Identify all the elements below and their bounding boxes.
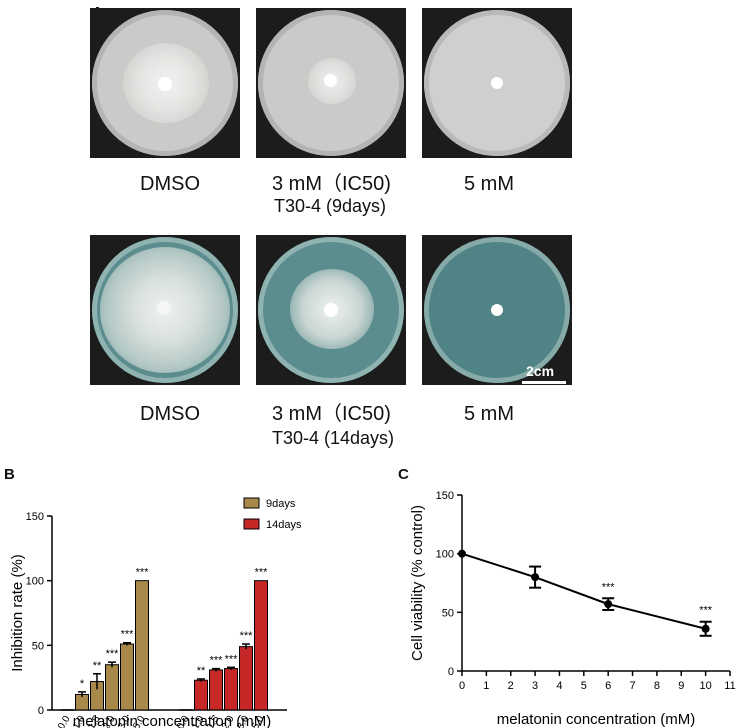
x-tick-label: 0.0 xyxy=(175,714,192,728)
data-point xyxy=(701,624,710,633)
x-tick-label: 2.0 xyxy=(101,714,118,728)
significance-marker: *** xyxy=(240,630,254,642)
inoculum-plug xyxy=(324,74,337,87)
x-axis-title: melatonin concentration (mM) xyxy=(73,713,271,728)
panel-c-letter: C xyxy=(398,466,409,483)
significance-marker: *** xyxy=(136,567,150,579)
bar xyxy=(254,580,268,711)
y-axis-title: Inhibition rate (%) xyxy=(9,554,26,672)
plate-label-5mm: 5 mM xyxy=(464,403,514,425)
bar xyxy=(105,664,119,711)
significance-marker: *** xyxy=(121,629,135,641)
y-tick-label: 50 xyxy=(442,607,454,619)
x-tick-label: 10 xyxy=(700,680,712,692)
x-tick-label: 5.0 xyxy=(131,714,148,728)
x-tick-label: 9 xyxy=(678,680,684,692)
significance-marker: *** xyxy=(255,567,269,579)
legend-swatch xyxy=(243,518,260,530)
x-tick-label: 3.0 xyxy=(116,714,133,728)
significance-marker: *** xyxy=(699,605,713,617)
legend-label: 14days xyxy=(266,519,302,531)
y-tick-label: 50 xyxy=(32,640,44,652)
strain-label-9days: T30-4 (9days) xyxy=(274,196,387,216)
significance-marker: *** xyxy=(210,655,224,667)
x-tick-label: 5.0 xyxy=(250,714,267,728)
plate-label-5mm: 5 mM xyxy=(464,173,514,195)
x-tick-label: 3.0 xyxy=(235,714,252,728)
plate-photo-3mm-9days xyxy=(256,8,406,158)
x-tick-label: 1 xyxy=(483,680,489,692)
plate-photo-dmso-14days xyxy=(90,235,240,385)
inoculum-plug xyxy=(157,301,171,315)
x-tick-label: 1.5 xyxy=(86,714,103,728)
legend-label: 9days xyxy=(266,498,296,510)
plate-photo-5mm-9days xyxy=(422,8,572,158)
y-tick-label: 0 xyxy=(448,666,454,678)
y-tick-label: 100 xyxy=(436,549,454,561)
scale-bar xyxy=(522,381,566,384)
y-tick-label: 150 xyxy=(436,490,454,502)
x-tick-label: 11 xyxy=(724,680,735,692)
significance-marker: *** xyxy=(602,581,616,593)
bar xyxy=(239,646,253,711)
x-tick-label: 1.5 xyxy=(205,714,222,728)
cell-viability-line-chart: 0 50 100 150 0 1 2 3 4 5 6 7 8 9 10 11 *** *** Cell viabil… xyxy=(409,490,736,728)
inoculum-plug xyxy=(324,303,338,317)
strain-label-14days: T30-4 (14days) xyxy=(272,428,395,448)
x-tick-label: 4 xyxy=(556,680,562,692)
inoculum-plug xyxy=(491,304,503,316)
plate-label-dmso: DMSO xyxy=(140,173,200,195)
plate-label-dmso: DMSO xyxy=(140,403,200,425)
data-point xyxy=(604,600,613,609)
significance-marker: ** xyxy=(197,665,206,677)
x-tick-label: 7 xyxy=(629,680,635,692)
panel-b-letter: B xyxy=(4,466,15,483)
x-tick-label: 0.0 xyxy=(56,714,73,728)
significance-marker: *** xyxy=(225,653,239,665)
viability-line xyxy=(461,552,706,630)
bar xyxy=(209,669,223,711)
scale-bar-label: 2cm xyxy=(526,363,555,379)
bar xyxy=(135,580,149,711)
y-tick-label: 0 xyxy=(38,705,44,717)
significance-marker: * xyxy=(80,678,85,690)
y-axis-title: Cell viability (% control) xyxy=(409,505,426,661)
inoculum-plug xyxy=(491,77,503,89)
y-tick-label: 150 xyxy=(26,511,44,523)
x-axis-title: melatonin concentration (mM) xyxy=(497,711,695,728)
plate-label-3mm: 3 mM（IC50) xyxy=(272,403,391,425)
x-tick-label: 5 xyxy=(581,680,587,692)
inhibition-rate-bar-chart: 0 50 100 150 0.0 * 1.0 ** 1.5 *** 2.0 *** 3.0 *** 5.0 0… xyxy=(9,497,302,728)
data-point xyxy=(458,549,466,558)
x-tick-label: 3 xyxy=(532,680,538,692)
legend-swatch xyxy=(243,497,260,509)
bar xyxy=(194,679,208,711)
x-tick-label: 1.0 xyxy=(190,714,207,728)
plate-photo-5mm-14days: 2cm xyxy=(422,235,572,385)
bar xyxy=(224,668,238,711)
bar xyxy=(120,643,134,711)
x-tick-label: 2.0 xyxy=(220,714,237,728)
significance-marker: *** xyxy=(106,648,120,660)
inoculum-plug xyxy=(158,77,172,91)
x-tick-label: 2 xyxy=(508,680,514,692)
x-tick-label: 6 xyxy=(605,680,611,692)
x-tick-label: 1.0 xyxy=(71,714,88,728)
plate-photo-3mm-14days xyxy=(256,235,406,385)
plate-label-3mm: 3 mM（IC50) xyxy=(272,173,391,195)
x-tick-label: 0 xyxy=(459,680,465,692)
y-tick-label: 100 xyxy=(26,576,44,588)
x-tick-label: 8 xyxy=(654,680,660,692)
significance-marker: ** xyxy=(93,660,102,672)
plate-photo-dmso-9days xyxy=(90,8,240,158)
data-point xyxy=(531,573,540,582)
